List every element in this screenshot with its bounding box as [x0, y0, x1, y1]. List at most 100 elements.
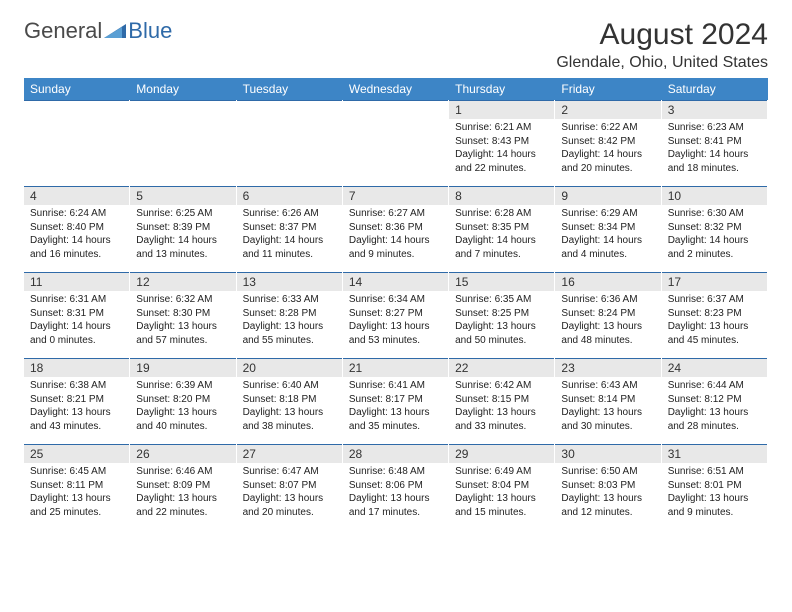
day-number: 20: [237, 358, 342, 377]
day-body: Sunrise: 6:24 AMSunset: 8:40 PMDaylight:…: [24, 205, 129, 267]
daylight-line2: and 28 minutes.: [668, 420, 761, 434]
day-cell: 13Sunrise: 6:33 AMSunset: 8:28 PMDayligh…: [237, 272, 343, 358]
sunrise-text: Sunrise: 6:31 AM: [30, 293, 123, 307]
daylight-line1: Daylight: 13 hours: [349, 406, 442, 420]
day-cell: 25Sunrise: 6:45 AMSunset: 8:11 PMDayligh…: [24, 444, 130, 530]
daylight-line2: and 35 minutes.: [349, 420, 442, 434]
day-cell: 17Sunrise: 6:37 AMSunset: 8:23 PMDayligh…: [662, 272, 768, 358]
day-number: 22: [449, 358, 554, 377]
day-cell: 24Sunrise: 6:44 AMSunset: 8:12 PMDayligh…: [662, 358, 768, 444]
day-body: Sunrise: 6:39 AMSunset: 8:20 PMDaylight:…: [130, 377, 235, 439]
day-cell: 12Sunrise: 6:32 AMSunset: 8:30 PMDayligh…: [130, 272, 236, 358]
day-number: 11: [24, 272, 129, 291]
daylight-line1: Daylight: 13 hours: [668, 492, 761, 506]
day-cell: 3Sunrise: 6:23 AMSunset: 8:41 PMDaylight…: [662, 100, 768, 186]
sunset-text: Sunset: 8:30 PM: [136, 307, 229, 321]
daylight-line1: Daylight: 13 hours: [668, 406, 761, 420]
daylight-line2: and 43 minutes.: [30, 420, 123, 434]
sunrise-text: Sunrise: 6:32 AM: [136, 293, 229, 307]
sunrise-text: Sunrise: 6:29 AM: [561, 207, 654, 221]
day-body: Sunrise: 6:38 AMSunset: 8:21 PMDaylight:…: [24, 377, 129, 439]
sunset-text: Sunset: 8:41 PM: [668, 135, 761, 149]
day-number: 16: [555, 272, 660, 291]
day-number: 13: [237, 272, 342, 291]
daylight-line2: and 0 minutes.: [30, 334, 123, 348]
daylight-line1: Daylight: 13 hours: [136, 320, 229, 334]
daylight-line2: and 12 minutes.: [561, 506, 654, 520]
sunrise-text: Sunrise: 6:47 AM: [243, 465, 336, 479]
sunrise-text: Sunrise: 6:39 AM: [136, 379, 229, 393]
sunset-text: Sunset: 8:01 PM: [668, 479, 761, 493]
day-number: 29: [449, 444, 554, 463]
sunset-text: Sunset: 8:32 PM: [668, 221, 761, 235]
daylight-line1: Daylight: 13 hours: [243, 406, 336, 420]
daylight-line1: Daylight: 13 hours: [349, 492, 442, 506]
sunrise-text: Sunrise: 6:42 AM: [455, 379, 548, 393]
sunset-text: Sunset: 8:21 PM: [30, 393, 123, 407]
day-number: 6: [237, 186, 342, 205]
day-cell: 20Sunrise: 6:40 AMSunset: 8:18 PMDayligh…: [237, 358, 343, 444]
logo-triangle-icon: [104, 22, 126, 40]
sunset-text: Sunset: 8:31 PM: [30, 307, 123, 321]
day-body: Sunrise: 6:27 AMSunset: 8:36 PMDaylight:…: [343, 205, 448, 267]
day-body: Sunrise: 6:30 AMSunset: 8:32 PMDaylight:…: [662, 205, 767, 267]
sunset-text: Sunset: 8:20 PM: [136, 393, 229, 407]
daylight-line2: and 40 minutes.: [136, 420, 229, 434]
day-number: 21: [343, 358, 448, 377]
daylight-line1: Daylight: 14 hours: [455, 234, 548, 248]
sunrise-text: Sunrise: 6:21 AM: [455, 121, 548, 135]
daylight-line2: and 30 minutes.: [561, 420, 654, 434]
logo-text-2: Blue: [128, 18, 172, 44]
sunrise-text: Sunrise: 6:30 AM: [668, 207, 761, 221]
day-cell: 2Sunrise: 6:22 AMSunset: 8:42 PMDaylight…: [555, 100, 661, 186]
daylight-line1: Daylight: 14 hours: [349, 234, 442, 248]
day-body: Sunrise: 6:48 AMSunset: 8:06 PMDaylight:…: [343, 463, 448, 525]
weekday-cell: Thursday: [449, 78, 555, 100]
sunset-text: Sunset: 8:25 PM: [455, 307, 548, 321]
sunrise-text: Sunrise: 6:45 AM: [30, 465, 123, 479]
day-body: Sunrise: 6:32 AMSunset: 8:30 PMDaylight:…: [130, 291, 235, 353]
day-number: 26: [130, 444, 235, 463]
day-cell: [343, 100, 449, 186]
daylight-line1: Daylight: 13 hours: [30, 406, 123, 420]
daylight-line1: Daylight: 13 hours: [561, 492, 654, 506]
daylight-line1: Daylight: 13 hours: [561, 320, 654, 334]
day-body: Sunrise: 6:36 AMSunset: 8:24 PMDaylight:…: [555, 291, 660, 353]
day-cell: 28Sunrise: 6:48 AMSunset: 8:06 PMDayligh…: [343, 444, 449, 530]
sunrise-text: Sunrise: 6:50 AM: [561, 465, 654, 479]
day-cell: 23Sunrise: 6:43 AMSunset: 8:14 PMDayligh…: [555, 358, 661, 444]
weekday-header-row: SundayMondayTuesdayWednesdayThursdayFrid…: [24, 78, 768, 100]
calendar-page: General Blue August 2024 Glendale, Ohio,…: [0, 0, 792, 548]
day-body: Sunrise: 6:47 AMSunset: 8:07 PMDaylight:…: [237, 463, 342, 525]
sunset-text: Sunset: 8:03 PM: [561, 479, 654, 493]
sunrise-text: Sunrise: 6:40 AM: [243, 379, 336, 393]
daylight-line1: Daylight: 13 hours: [136, 492, 229, 506]
day-body: Sunrise: 6:33 AMSunset: 8:28 PMDaylight:…: [237, 291, 342, 353]
daylight-line1: Daylight: 13 hours: [668, 320, 761, 334]
day-cell: 31Sunrise: 6:51 AMSunset: 8:01 PMDayligh…: [662, 444, 768, 530]
day-cell: 1Sunrise: 6:21 AMSunset: 8:43 PMDaylight…: [449, 100, 555, 186]
day-body: Sunrise: 6:46 AMSunset: 8:09 PMDaylight:…: [130, 463, 235, 525]
title-block: August 2024 Glendale, Ohio, United State…: [556, 18, 768, 72]
sunset-text: Sunset: 8:35 PM: [455, 221, 548, 235]
day-number: 5: [130, 186, 235, 205]
sunset-text: Sunset: 8:27 PM: [349, 307, 442, 321]
daylight-line1: Daylight: 13 hours: [455, 406, 548, 420]
sunrise-text: Sunrise: 6:36 AM: [561, 293, 654, 307]
daylight-line2: and 22 minutes.: [455, 162, 548, 176]
weekday-cell: Friday: [555, 78, 661, 100]
day-number: 28: [343, 444, 448, 463]
daylight-line2: and 16 minutes.: [30, 248, 123, 262]
daylight-line2: and 53 minutes.: [349, 334, 442, 348]
daylight-line2: and 4 minutes.: [561, 248, 654, 262]
day-cell: 16Sunrise: 6:36 AMSunset: 8:24 PMDayligh…: [555, 272, 661, 358]
daylight-line1: Daylight: 14 hours: [668, 234, 761, 248]
day-number: 8: [449, 186, 554, 205]
day-body: Sunrise: 6:44 AMSunset: 8:12 PMDaylight:…: [662, 377, 767, 439]
sunset-text: Sunset: 8:15 PM: [455, 393, 548, 407]
sunrise-text: Sunrise: 6:41 AM: [349, 379, 442, 393]
sunrise-text: Sunrise: 6:44 AM: [668, 379, 761, 393]
day-cell: 14Sunrise: 6:34 AMSunset: 8:27 PMDayligh…: [343, 272, 449, 358]
day-body: Sunrise: 6:31 AMSunset: 8:31 PMDaylight:…: [24, 291, 129, 353]
daylight-line2: and 15 minutes.: [455, 506, 548, 520]
